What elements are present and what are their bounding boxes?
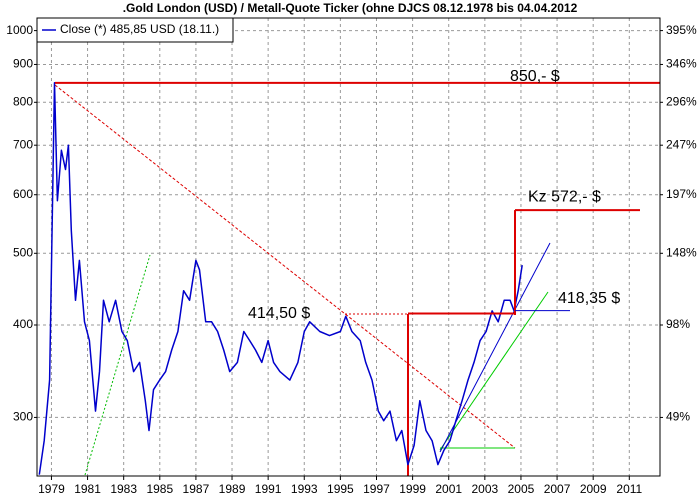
trend-line <box>439 242 551 453</box>
y2-tick-label: 395% <box>666 23 697 37</box>
x-tick-label: 2009 <box>580 482 607 496</box>
legend-box <box>36 17 234 43</box>
marks <box>38 81 660 475</box>
y-tick-label: 300 <box>13 410 33 424</box>
annotation: 414,50 $ <box>248 305 310 322</box>
y2-tick-label: 148% <box>666 245 697 259</box>
y-tick-label: 1000 <box>6 23 33 37</box>
x-tick-label: 1997 <box>363 482 390 496</box>
y-tick-label: 700 <box>13 137 33 151</box>
legend: Close (*) 485,85 USD (18.11.) <box>36 17 234 43</box>
x-tick-label: 1993 <box>291 482 318 496</box>
y2-tick-label: 49% <box>666 410 690 424</box>
trend-line <box>439 291 549 451</box>
price-line <box>38 82 523 475</box>
y-tick-label: 400 <box>13 317 33 331</box>
x-tick-label: 2001 <box>435 482 462 496</box>
x-tick-label: 1987 <box>183 482 210 496</box>
y2-tick-label: 247% <box>666 137 697 151</box>
chart-title: .Gold London (USD) / Metall-Quote Ticker… <box>123 1 578 15</box>
y2-tick-label: 296% <box>666 94 697 108</box>
x-tick-label: 2003 <box>471 482 498 496</box>
plot-area <box>37 18 660 476</box>
x-tick-label: 1991 <box>255 482 282 496</box>
x-tick-label: 1995 <box>327 482 354 496</box>
legend-label: Close (*) 485,85 USD (18.11.) <box>60 22 219 36</box>
x-tick-label: 1979 <box>38 482 65 496</box>
x-tick-label: 2007 <box>544 482 571 496</box>
x-tick-label: 1983 <box>110 482 137 496</box>
trend-line <box>54 84 516 449</box>
x-tick-label: 2011 <box>616 482 642 496</box>
y2-tick-label: 98% <box>666 317 690 331</box>
x-tick-label: 1989 <box>219 482 246 496</box>
x-tick-label: 1985 <box>146 482 173 496</box>
y2-tick-label: 346% <box>666 57 697 71</box>
x-tick-label: 2005 <box>508 482 535 496</box>
x-tick-label: 1981 <box>74 482 101 496</box>
y-tick-label: 600 <box>13 187 33 201</box>
y-tick-label: 900 <box>13 57 33 71</box>
x-tick-label: 1999 <box>399 482 426 496</box>
plot-frame <box>36 17 661 477</box>
y2-tick-label: 197% <box>666 187 697 201</box>
y-tick-label: 500 <box>13 245 33 259</box>
annotation: Kz 572,- $ <box>528 188 601 205</box>
annotation: 418,35 $ <box>558 290 620 307</box>
y-tick-label: 800 <box>13 94 33 108</box>
annotation: 850,- $ <box>510 68 560 85</box>
